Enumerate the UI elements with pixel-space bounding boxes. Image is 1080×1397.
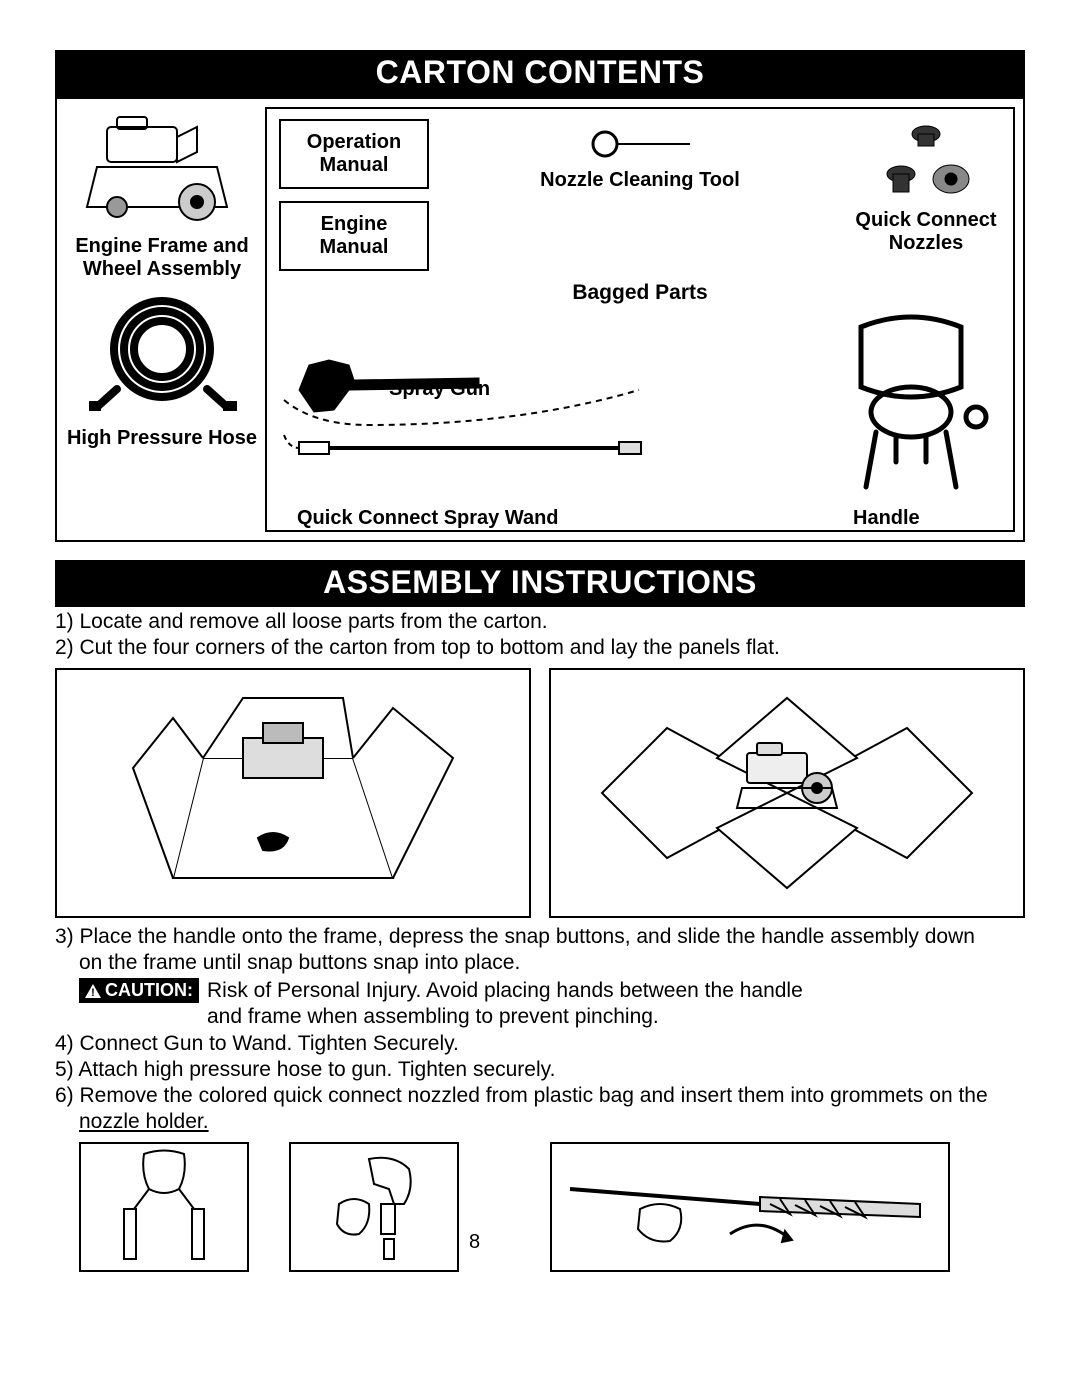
step-3a: 3) Place the handle onto the frame, depr… <box>55 924 1025 950</box>
bagged-parts-label: Bagged Parts <box>267 281 1013 305</box>
step-2: 2) Cut the four corners of the carton fr… <box>55 635 1025 661</box>
caution-label: CAUTION: <box>105 980 193 1001</box>
nozzle-tool-label: Nozzle Cleaning Tool <box>540 169 740 192</box>
quick-connect-icon <box>866 119 986 209</box>
carton-open-diagram <box>55 668 531 918</box>
carton-right-panel: Operation Manual Engine Manual Nozzle Cl… <box>265 107 1015 532</box>
unpack-diagrams <box>55 668 1025 918</box>
nozzle-tool-icon <box>580 119 700 169</box>
handle-icon <box>821 307 1001 497</box>
page-number: 8 <box>469 1231 480 1254</box>
caution-text-2: and frame when assembling to prevent pin… <box>207 1004 803 1030</box>
step-3b: on the frame until snap buttons snap int… <box>55 950 1025 976</box>
caution-row: ! CAUTION: Risk of Personal Injury. Avoi… <box>55 978 1025 1031</box>
carton-flat-diagram <box>549 668 1025 918</box>
carton-contents-panel: Engine Frame and Wheel Assembly High Pre… <box>55 97 1025 542</box>
assembly-diagrams: 8 <box>55 1142 1025 1272</box>
caution-badge: ! CAUTION: <box>79 978 199 1003</box>
nozzle-tool-column: Nozzle Cleaning Tool <box>449 119 831 192</box>
step-5: 5) Attach high pressure hose to gun. Tig… <box>55 1057 1025 1083</box>
engine-frame-label: Engine Frame and Wheel Assembly <box>65 235 259 281</box>
handle-insert-diagram <box>79 1142 249 1272</box>
instructions-block: 1) Locate and remove all loose parts fro… <box>55 609 1025 1272</box>
carton-contents-header: CARTON CONTENTS <box>55 50 1025 97</box>
spray-gun-icon: Spray Gun <box>279 340 649 430</box>
gun-connect-diagram <box>289 1142 459 1272</box>
step-6b: nozzle holder. <box>55 1109 1025 1135</box>
caution-text-1: Risk of Personal Injury. Avoid placing h… <box>207 978 803 1004</box>
assembly-header: ASSEMBLY INSTRUCTIONS <box>55 560 1025 607</box>
quick-connect-column: Quick Connect Nozzles <box>851 119 1001 255</box>
spray-wand-icon <box>279 430 649 465</box>
svg-text:Spray Gun: Spray Gun <box>389 378 490 400</box>
quick-connect-label: Quick Connect Nozzles <box>851 209 1001 255</box>
engine-frame-icon <box>77 107 247 227</box>
manuals-column: Operation Manual Engine Manual <box>279 119 429 271</box>
handle-label: Handle <box>833 507 1013 530</box>
step-6a: 6) Remove the colored quick connect nozz… <box>55 1083 1025 1109</box>
svg-text:!: ! <box>91 987 95 998</box>
engine-manual-box: Engine Manual <box>279 201 429 271</box>
step-4: 4) Connect Gun to Wand. Tighten Securely… <box>55 1031 1025 1057</box>
wand-connect-diagram <box>550 1142 950 1272</box>
wand-label: Quick Connect Spray Wand <box>267 507 833 530</box>
carton-left-column: Engine Frame and Wheel Assembly High Pre… <box>65 107 265 532</box>
hose-label: High Pressure Hose <box>67 427 257 450</box>
hose-icon <box>77 289 247 419</box>
warning-icon: ! <box>85 984 101 998</box>
step-1: 1) Locate and remove all loose parts fro… <box>55 609 1025 635</box>
operation-manual-box: Operation Manual <box>279 119 429 189</box>
